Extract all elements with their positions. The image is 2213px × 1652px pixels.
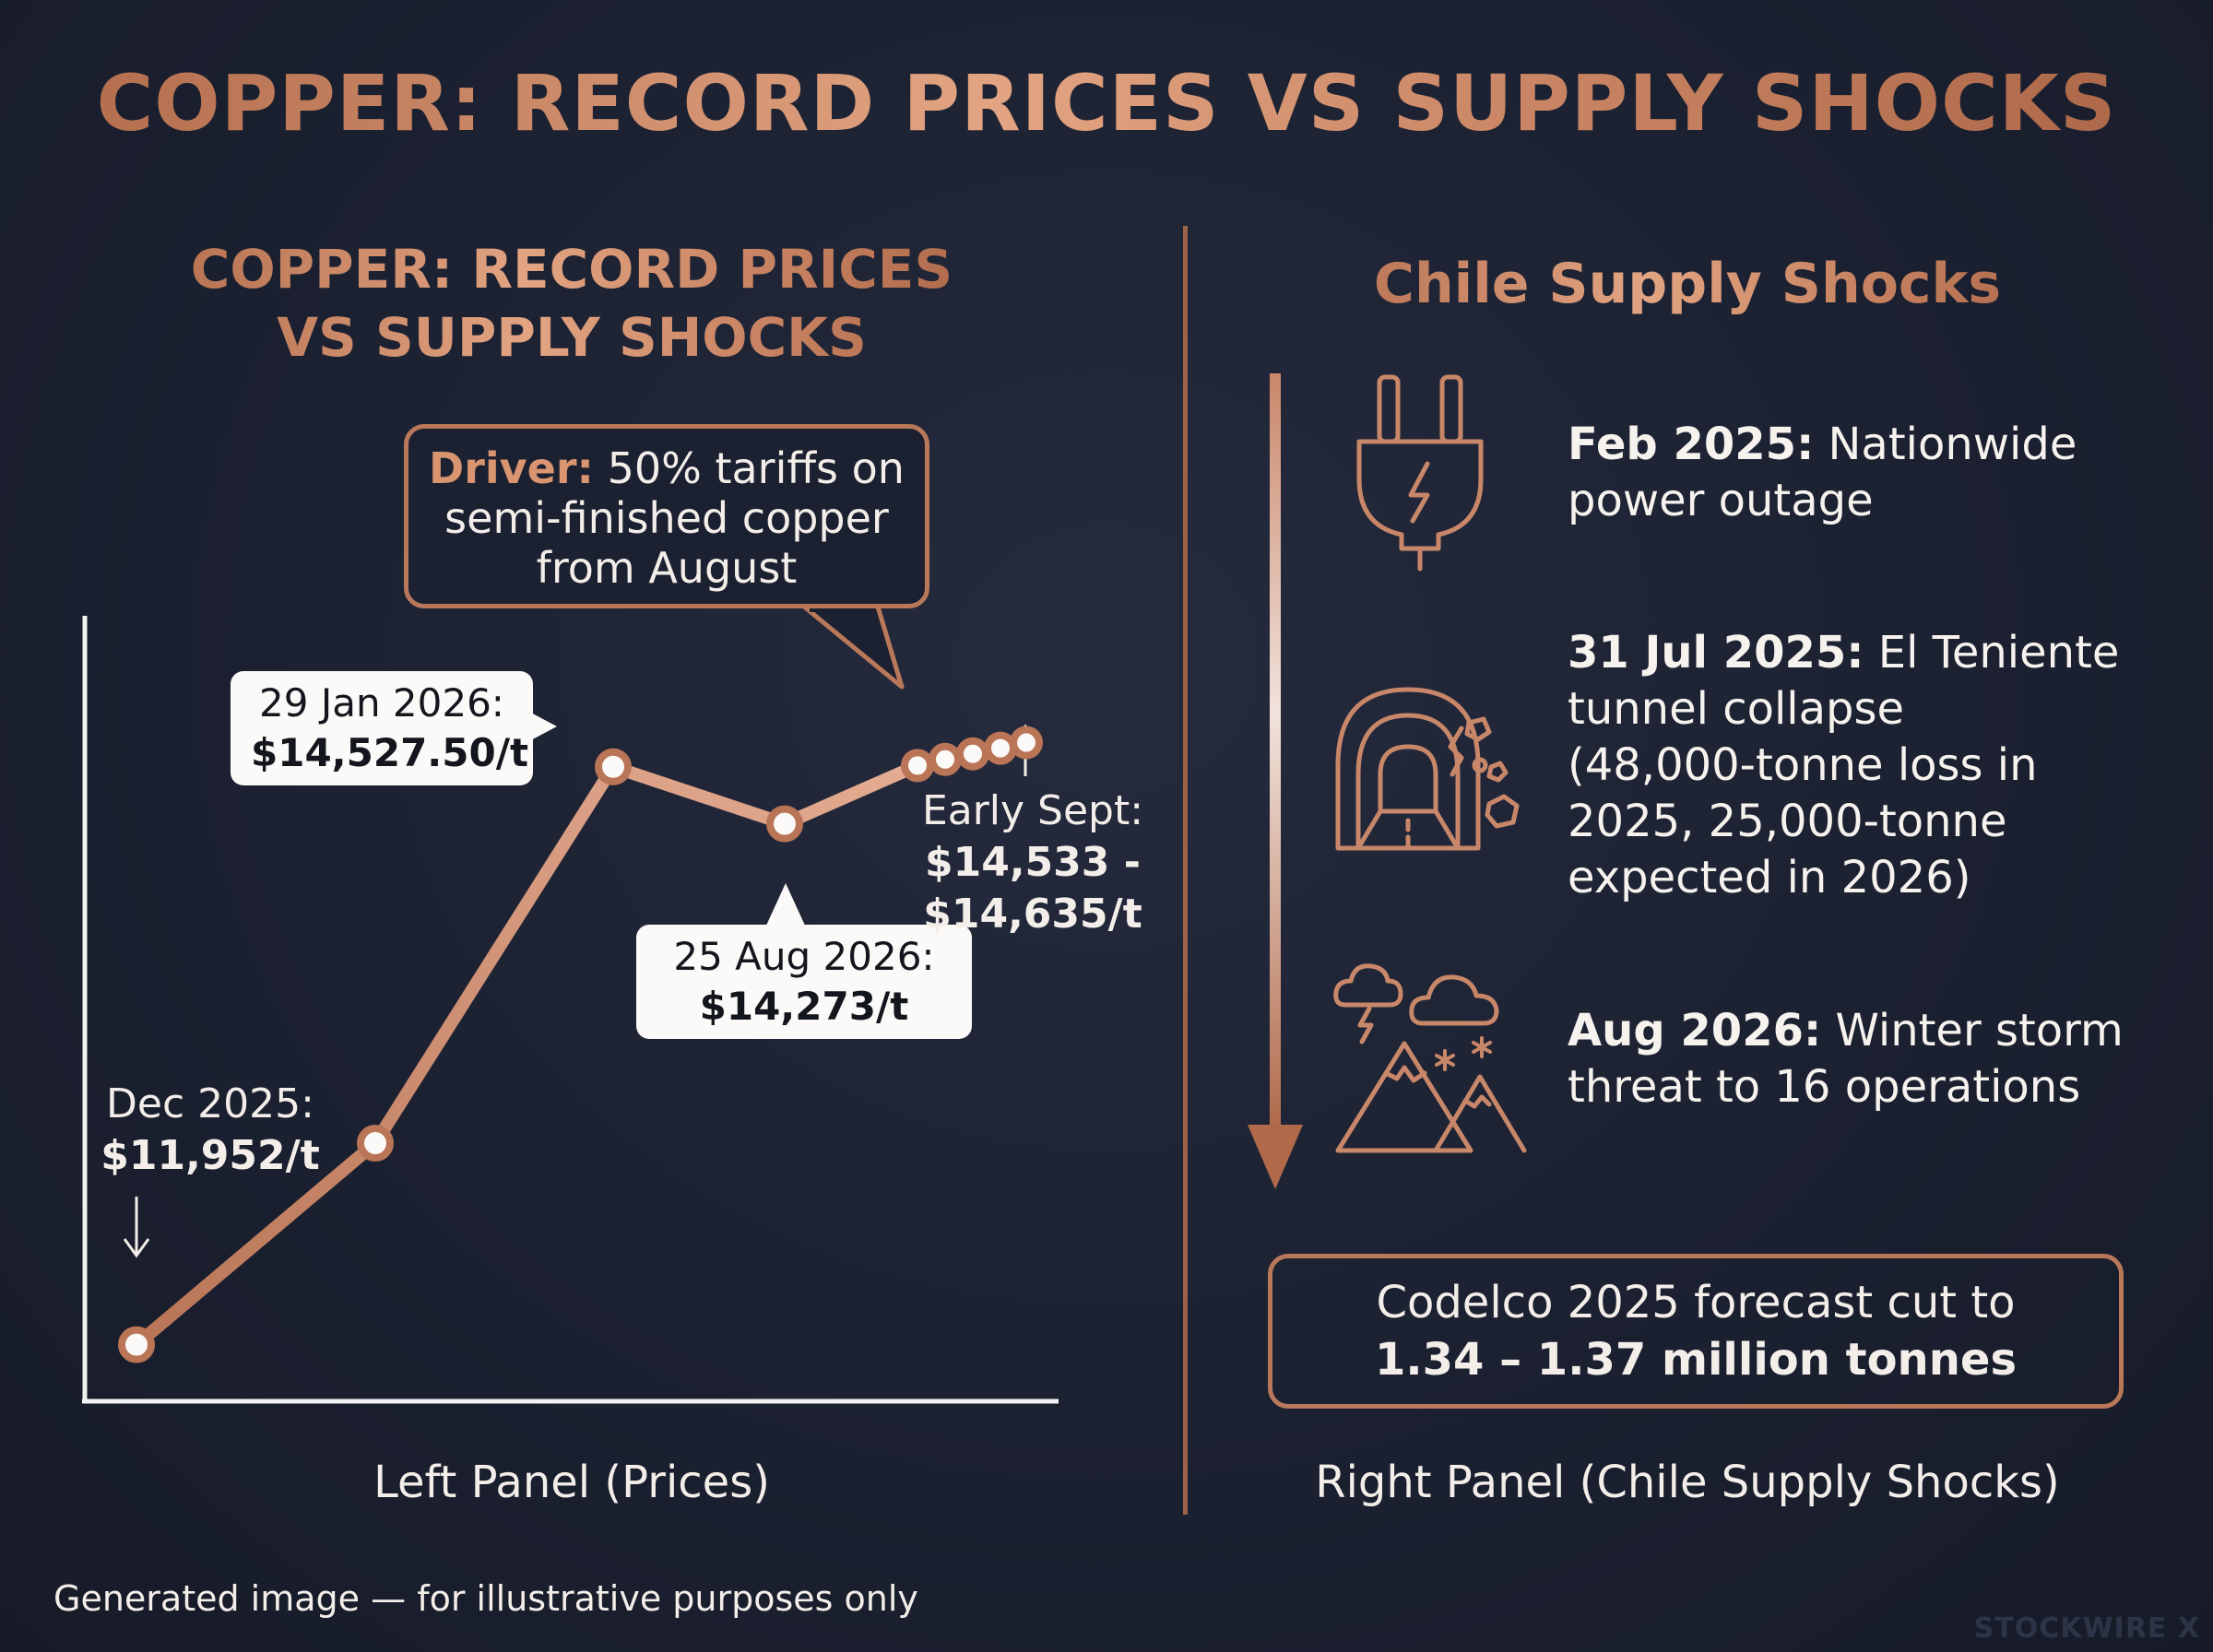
driver-text-1: 50% tariffs on (593, 443, 905, 493)
jan-2026-date: 29 Jan 2026: (259, 680, 504, 726)
dec-2025-date: Dec 2025: (106, 1080, 314, 1127)
data-point-6 (956, 737, 989, 771)
aug-2026-callout: 25 Aug 2026: $14,273/t (636, 925, 972, 1039)
power-plug-icon (1356, 374, 1484, 572)
data-point-3 (766, 805, 803, 843)
event-2-line-3: (48,000-tonne loss in (1568, 739, 2038, 791)
event-1-line-1: Nationwide (1814, 419, 2077, 470)
aug-2026-value: $14,273/t (699, 984, 909, 1029)
right-panel-title: Chile Supply Shocks (1282, 247, 2093, 321)
event-jul-2025: 31 Jul 2025: El Teniente tunnel collapse… (1568, 625, 2119, 906)
price-line (130, 736, 1033, 1351)
early-sept-date: Early Sept: (921, 787, 1144, 834)
data-point-2 (595, 748, 632, 785)
dec-2025-arrow (123, 1197, 150, 1258)
data-point-7 (984, 731, 1017, 765)
data-point-1 (357, 1125, 394, 1162)
jan-2026-callout: 29 Jan 2026: $14,527.50/t (231, 671, 533, 785)
event-aug-2026: Aug 2026: Winter storm threat to 16 oper… (1568, 1003, 2124, 1115)
event-2-line-5: expected in 2026) (1568, 852, 1971, 903)
driver-text-3: from August (536, 543, 798, 593)
event-3-line-2: threat to 16 operations (1568, 1061, 2081, 1113)
early-sept-value-1: $14,533 - (925, 839, 1141, 886)
disclaimer: Generated image — for illustrative purpo… (53, 1578, 918, 1619)
dec-2025-value: $11,952/t (101, 1132, 320, 1179)
event-3-line-1: Winter storm (1821, 1005, 2124, 1056)
tunnel-collapse-icon (1335, 687, 1520, 851)
data-point-5 (929, 742, 962, 776)
data-point-4 (901, 749, 934, 783)
event-2-line-4: 2025, 25,000-tonne (1568, 796, 2007, 847)
event-feb-2025: Feb 2025: Nationwide power outage (1568, 417, 2077, 529)
data-point-8 (1010, 726, 1043, 760)
event-2-date: 31 Jul 2025: (1568, 627, 1864, 678)
jan-2026-value: $14,527.50/t (251, 730, 529, 775)
forecast-line-1: Codelco 2025 forecast cut to (1376, 1277, 2016, 1328)
early-sept-label: Early Sept: $14,533 - $14,635/t (913, 785, 1153, 940)
data-point-0 (118, 1326, 155, 1363)
event-2-line-1: El Teniente (1864, 627, 2120, 678)
panel-divider (1183, 226, 1188, 1515)
forecast-line-2: 1.34 – 1.37 million tonnes (1374, 1334, 2018, 1386)
brand-logo: STOCKWIRE X (1973, 1612, 2200, 1645)
aug-callout-pointer (765, 883, 806, 927)
aug-2026-date: 25 Aug 2026: (673, 934, 935, 979)
driver-callout-tail (802, 605, 905, 690)
main-title: COPPER: RECORD PRICES VS SUPPLY SHOCKS (0, 57, 2213, 149)
timeline-arrow (1248, 373, 1303, 1189)
driver-label: Driver: (429, 443, 594, 493)
codelco-forecast-box: Codelco 2025 forecast cut to 1.34 – 1.37… (1268, 1254, 2124, 1409)
jan-callout-pointer (526, 710, 557, 743)
early-sept-value-2: $14,635/t (923, 891, 1142, 938)
driver-text-2: semi-finished copper (444, 493, 889, 543)
event-2-line-2: tunnel collapse (1568, 683, 1905, 735)
driver-callout: Driver: 50% tariffs on semi-finished cop… (404, 424, 929, 608)
left-panel-caption: Left Panel (Prices) (373, 1457, 770, 1508)
event-1-line-2: power outage (1568, 475, 1874, 526)
right-panel-caption: Right Panel (Chile Supply Shocks) (1315, 1457, 2060, 1508)
dec-2025-label: Dec 2025: $11,952/t (100, 1079, 321, 1182)
event-3-date: Aug 2026: (1568, 1005, 1822, 1056)
storm-mountain-icon (1333, 963, 1527, 1153)
event-1-date: Feb 2025: (1568, 419, 1815, 470)
